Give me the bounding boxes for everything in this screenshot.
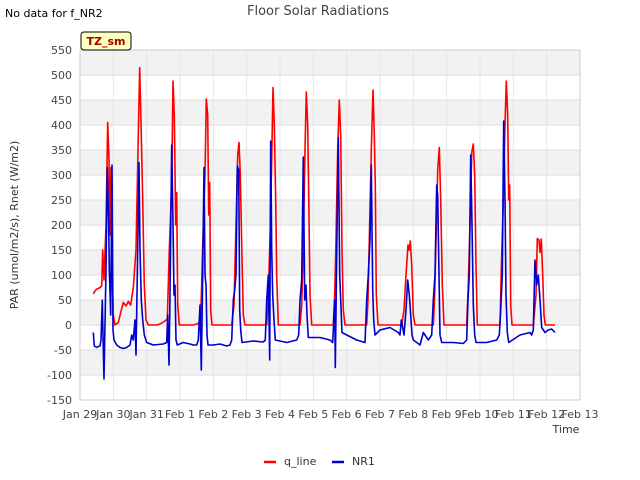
x-tick-label: Feb 5 [298,408,328,421]
plot-band [80,300,580,325]
x-tick-label: Feb 3 [232,408,262,421]
x-tick-label: Feb 11 [495,408,532,421]
y-tick-label: 50 [58,294,72,307]
plot-frame [79,49,581,401]
y-tick-label: 300 [51,169,72,182]
legend-label: NR1 [352,455,375,468]
x-tick-label: Jan 29 [62,408,97,421]
plot-band [80,75,580,100]
y-tick-label: -150 [47,394,72,407]
x-tick-label: Feb 7 [365,408,395,421]
plot-band [80,225,580,250]
x-tick-label: Feb 10 [462,408,499,421]
plot-band [80,275,580,300]
x-tick-label: Feb 9 [432,408,462,421]
y-tick-label: 450 [51,94,72,107]
y-tick-label: 400 [51,119,72,132]
plot-band [80,375,580,400]
x-tick-label: Feb 13 [562,408,599,421]
plot-band [80,50,580,75]
series-line-q-line [92,66,555,326]
plot-band [80,150,580,175]
y-tick-label: 250 [51,194,72,207]
x-tick-label: Jan 31 [128,408,163,421]
x-tick-label: Feb 1 [165,408,195,421]
plot-background [80,50,580,400]
chart-title: Floor Solar Radiations [247,4,389,19]
legend-label: q_line [284,455,317,468]
y-axis-label: PAR (umol/m2/s), Rnet (W/m2) [8,141,21,310]
plot-band [80,175,580,200]
y-tick-label: 500 [51,69,72,82]
y-tick-label: 100 [51,269,72,282]
x-axis-label: Time [552,423,580,436]
y-tick-label: 200 [51,219,72,232]
tz-badge-label: TZ_sm [87,35,126,48]
tz-badge-box [80,31,132,51]
y-tick-label: 350 [51,144,72,157]
plot-band [80,100,580,125]
y-tick-label: -100 [47,369,72,382]
no-data-note: No data for f_NR2 [5,7,103,20]
x-tick-label: Feb 4 [265,408,295,421]
y-axis-ticks: -150 -100 -50 0 50 100 150 200 250 300 350 400 450 50… [47,44,72,407]
plot-band [80,250,580,275]
x-tick-label: Feb 2 [198,408,228,421]
plot-band [80,125,580,150]
x-tick-label: Feb 8 [398,408,428,421]
plot-band [80,200,580,225]
y-tick-label: 0 [65,319,72,332]
legend: q_line NR1 [264,455,375,468]
x-tick-label: Feb 12 [528,408,565,421]
series-line-nr1 [92,120,556,380]
plot-band [80,325,580,350]
tz-badge: TZ_sm [80,31,132,51]
series-layer [92,66,556,380]
x-tick-label: Feb 6 [332,408,362,421]
y-tick-label: 550 [51,44,72,57]
x-tick-label: Jan 30 [95,408,130,421]
y-tick-label: 150 [51,244,72,257]
y-tick-label: -50 [54,344,72,357]
plot-band [80,350,580,375]
